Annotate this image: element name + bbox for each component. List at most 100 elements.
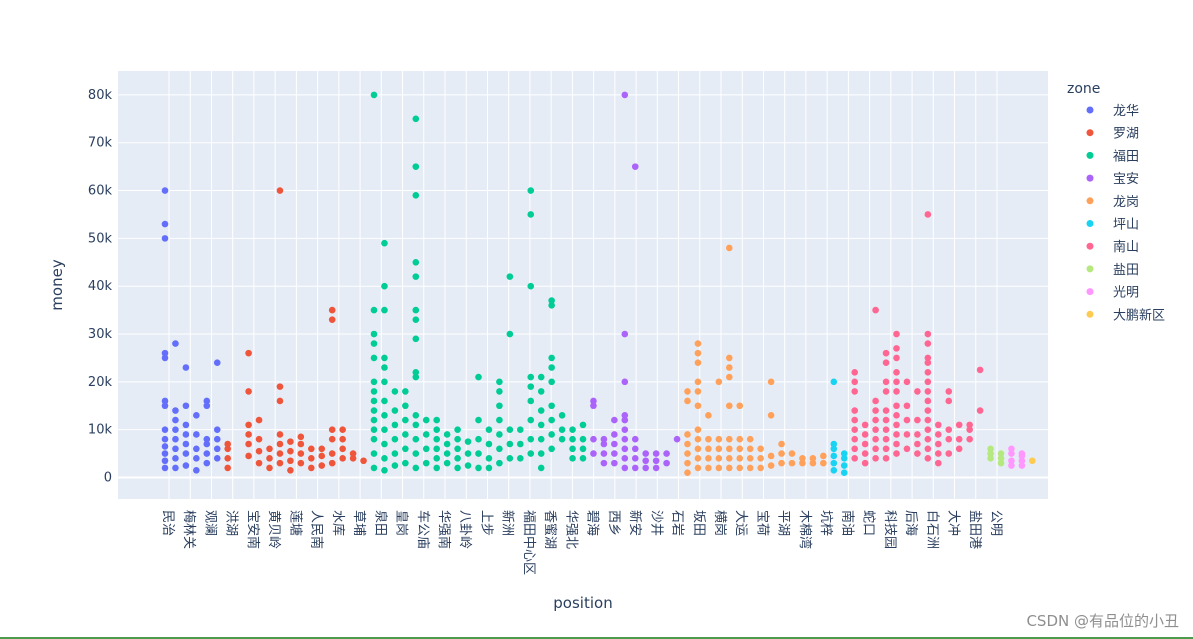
data-point [328,426,336,433]
legend-item[interactable]: 光明 [1086,286,1140,301]
data-point [161,450,169,457]
data-point [621,426,629,433]
data-point [726,373,733,381]
data-point [433,426,441,433]
data-point [506,426,514,433]
x-tick-label: 大冲 [946,510,961,536]
data-point [976,407,984,414]
data-point [621,378,629,386]
data-point [882,426,890,433]
legend-item[interactable]: 南山 [1086,239,1140,255]
data-point [621,416,629,424]
legend-label: 光明 [1113,286,1139,301]
data-point [914,431,921,438]
y-gridlines [118,94,1048,479]
data-point [548,402,555,410]
data-point [266,455,273,462]
data-point [517,455,524,462]
legend-item[interactable]: 罗湖 [1086,127,1140,142]
data-point [245,440,252,448]
data-point [370,306,378,314]
data-point [224,445,231,453]
legend-marker [1086,174,1094,182]
data-point [422,416,430,424]
data-point [726,464,733,472]
data-point [726,244,733,252]
data-point [402,445,409,453]
data-point [851,435,858,443]
legend-marker [1086,129,1094,137]
data-point [255,435,263,443]
data-point [955,445,963,453]
x-tick-label: 后海 [903,510,918,536]
legend-item[interactable]: 大鹏新区 [1086,307,1166,323]
x-tick-label: 上步 [478,510,493,536]
x-tick-label: 香蜜湖 [542,510,557,549]
data-point [328,450,336,457]
x-tick-label: 蛇口 [861,510,876,536]
data-point [924,340,932,347]
data-point [893,368,900,376]
data-point [872,397,879,405]
data-point [715,464,723,472]
watermark: CSDN @有品位的小丑 [1026,612,1179,630]
data-point [746,464,754,472]
data-point [328,306,336,314]
data-point [694,349,702,357]
data-point [412,273,420,280]
data-point [600,459,608,467]
data-point [851,416,858,424]
data-point [903,431,911,438]
x-tick-label: 梅林关 [181,510,196,549]
data-point [381,239,388,247]
legend-item[interactable]: 宝安 [1086,172,1140,187]
data-point [788,450,796,457]
data-point [172,407,179,414]
data-point [851,388,858,395]
data-point [485,440,493,448]
data-point [1018,450,1026,457]
data-point [172,445,179,453]
data-point [370,388,378,395]
data-point [276,450,284,457]
x-tick-label: 黄贝岭 [266,510,281,549]
data-point [694,378,702,386]
data-point [203,397,211,405]
data-point [297,450,305,457]
data-point [391,421,399,429]
data-point [757,455,764,462]
data-point [830,440,838,448]
data-point [381,440,388,448]
data-point [443,459,451,467]
legend-item[interactable]: 福田 [1086,149,1140,164]
data-point [726,445,733,453]
data-point [297,459,305,467]
data-point [1018,462,1026,469]
data-point [945,450,953,457]
x-tick-label: 宝荷 [754,510,769,536]
data-point [935,431,942,438]
legend-item[interactable]: 龙岗 [1086,195,1140,210]
x-tick-label: 车公庙 [415,510,431,549]
data-point [872,306,879,314]
data-point [621,435,629,443]
data-point [997,450,1005,457]
data-point [161,354,169,362]
data-point [621,330,629,338]
data-point [381,378,388,386]
data-point [621,91,629,99]
legend-item[interactable]: 盐田 [1086,263,1140,278]
data-point [464,462,472,469]
data-point [882,359,890,367]
data-point [475,435,482,443]
x-tick-label: 新洲 [500,510,516,536]
data-point [861,421,869,429]
x-tick-label: 碧海 [585,510,600,536]
x-tick-label: 木棉湾 [797,510,813,549]
data-point [287,447,294,455]
data-point [527,211,535,218]
legend-label: 盐田 [1113,263,1139,278]
legend-item[interactable]: 坪山 [1086,218,1140,233]
legend-item[interactable]: 龙华 [1086,104,1140,119]
